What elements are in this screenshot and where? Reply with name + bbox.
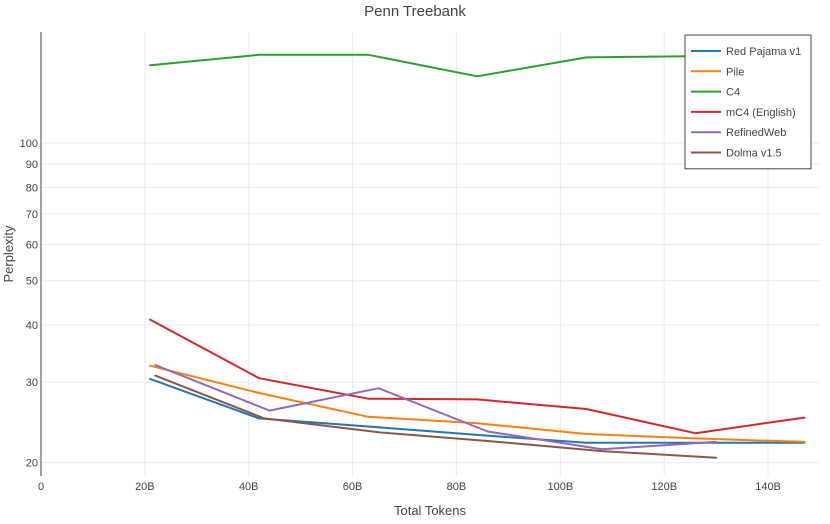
y-tick-label: 60 [26, 240, 38, 252]
legend-label: C4 [726, 87, 740, 99]
y-axis-label: Perplexity [1, 225, 16, 283]
legend-item[interactable]: Pile [691, 66, 744, 78]
y-tick-label: 80 [26, 182, 38, 194]
legend-item[interactable]: RefinedWeb [691, 127, 786, 139]
x-tick-label: 20B [135, 481, 155, 493]
axes: 0 20B 40B 60B 80B 100B 120B 140B 20 30 40 50 60 70 80 9… [20, 32, 781, 493]
y-tick-label: 30 [26, 377, 38, 389]
series-line-5 [154, 374, 718, 459]
legend-label: Red Pajama v1 [726, 46, 801, 58]
x-tick-label: 0 [38, 481, 44, 493]
legend-label: Dolma v1.5 [726, 148, 782, 160]
x-tick-label: 80B [447, 481, 467, 493]
y-tick-label: 70 [26, 209, 38, 221]
series-lines [149, 53, 806, 459]
legend-label: Pile [726, 66, 744, 78]
y-tick-label: 40 [26, 320, 38, 332]
y-tick-label: 100 [20, 138, 38, 150]
x-tick-label: 140B [755, 481, 781, 493]
series-line-3 [149, 318, 806, 435]
legend-item[interactable]: C4 [691, 87, 740, 99]
legend-box [684, 34, 812, 170]
legend[interactable]: Red Pajama v1 Pile C4 mC4 (English) RefinedW… [684, 34, 812, 170]
x-tick-label: 120B [651, 481, 677, 493]
legend-item[interactable]: Dolma v1.5 [691, 148, 782, 160]
legend-label: mC4 (English) [726, 107, 796, 119]
legend-label: RefinedWeb [726, 127, 786, 139]
legend-item[interactable]: Red Pajama v1 [691, 46, 801, 58]
grid [41, 32, 820, 476]
series-line-4 [154, 364, 718, 451]
x-axis-label: Total Tokens [394, 503, 467, 518]
chart-title: Penn Treebank [364, 3, 466, 20]
y-tick-label: 20 [26, 458, 38, 470]
y-tick-label: 50 [26, 276, 38, 288]
x-tick-label: 40B [239, 481, 259, 493]
y-tick-label: 90 [26, 159, 38, 171]
x-tick-label: 60B [343, 481, 363, 493]
x-tick-label: 100B [547, 481, 573, 493]
legend-item[interactable]: mC4 (English) [691, 107, 796, 119]
series-line-1 [149, 364, 806, 443]
